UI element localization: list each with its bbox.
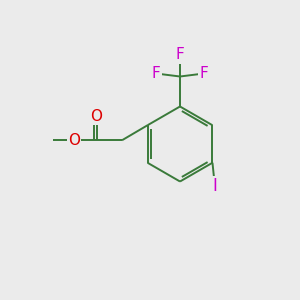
- Text: I: I: [212, 177, 217, 195]
- Text: F: F: [176, 47, 184, 62]
- Text: O: O: [68, 133, 80, 148]
- Text: F: F: [200, 66, 208, 81]
- Text: F: F: [152, 66, 160, 81]
- Text: O: O: [91, 109, 103, 124]
